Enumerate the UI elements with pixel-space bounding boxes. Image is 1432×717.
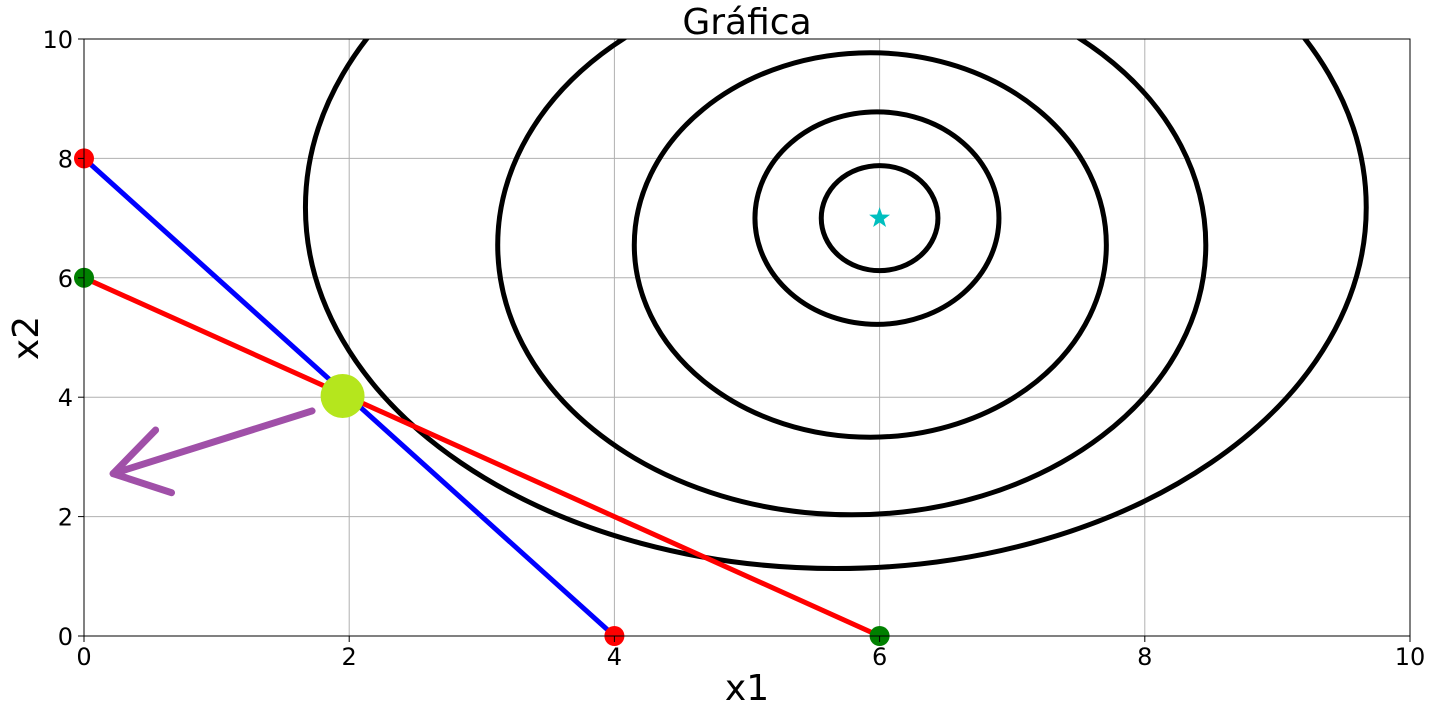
- x-tick-label: 8: [1137, 643, 1152, 671]
- y-tick-label: 0: [58, 623, 73, 651]
- contour-ellipse: [631, 50, 1109, 440]
- y-axis-label: x2: [6, 316, 47, 360]
- ticks: 0 2 4 6 8 10 0 2 4 6 8 10: [42, 26, 1425, 671]
- series-line: [82, 275, 881, 639]
- direction-arrow: [109, 407, 316, 497]
- arrow-head-upper: [109, 426, 160, 478]
- contour-ellipse: [303, 39, 1369, 571]
- y-tick-label: 2: [58, 504, 73, 532]
- arrow-shaft: [109, 407, 316, 478]
- x-tick-label: 2: [342, 643, 357, 671]
- contour-ellipse: [495, 39, 1209, 518]
- x-tick-label: 4: [607, 643, 622, 671]
- contour-ellipse: [752, 109, 1002, 327]
- contour-ellipse: [818, 163, 941, 274]
- markers: [74, 148, 891, 646]
- contour-lines: [303, 39, 1369, 571]
- y-tick-label: 4: [58, 384, 73, 412]
- x-tick-label: 0: [76, 643, 91, 671]
- plot-frame: [83, 38, 1411, 637]
- y-tick-label: 8: [58, 145, 73, 173]
- x-axis-label: x1: [725, 668, 769, 709]
- chart-title: Gráfica: [682, 2, 811, 43]
- optimum-point: [320, 374, 365, 419]
- target-star-marker: [869, 207, 891, 227]
- arrow-head-lower: [109, 470, 176, 497]
- y-tick-label: 10: [42, 26, 73, 54]
- x-tick-label: 10: [1395, 643, 1426, 671]
- x-tick-label: 6: [872, 643, 887, 671]
- y-tick-label: 6: [58, 265, 73, 293]
